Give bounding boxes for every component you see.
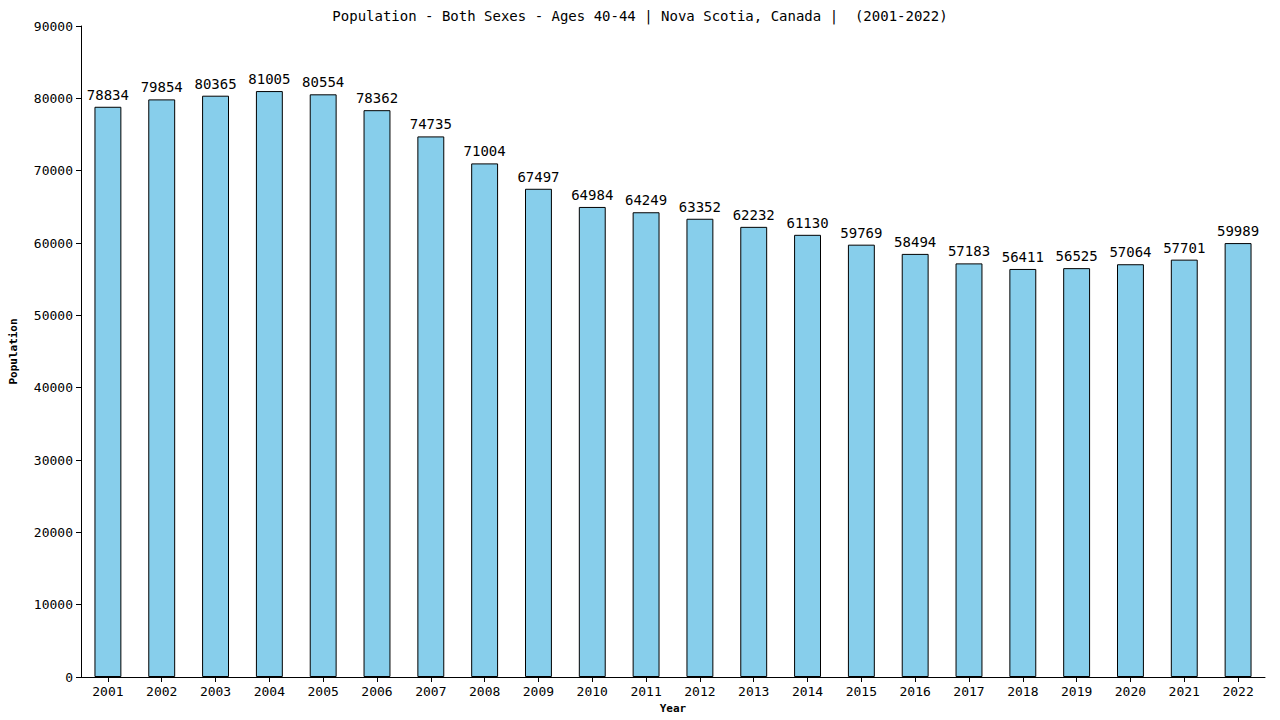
svg-text:2011: 2011 xyxy=(630,684,661,699)
svg-text:81005: 81005 xyxy=(248,71,290,87)
svg-text:70000: 70000 xyxy=(34,163,73,178)
svg-text:80365: 80365 xyxy=(194,76,236,92)
svg-text:60000: 60000 xyxy=(34,236,73,251)
svg-text:Population: Population xyxy=(7,318,20,384)
svg-text:2004: 2004 xyxy=(254,684,285,699)
svg-text:79854: 79854 xyxy=(141,79,183,95)
svg-text:Year: Year xyxy=(660,702,687,715)
svg-text:2002: 2002 xyxy=(146,684,177,699)
svg-text:Population - Both Sexes - Ages: Population - Both Sexes - Ages 40-44 | N… xyxy=(332,8,947,25)
svg-text:64984: 64984 xyxy=(571,187,613,203)
svg-text:57701: 57701 xyxy=(1163,240,1205,256)
svg-text:40000: 40000 xyxy=(34,380,73,395)
svg-text:78834: 78834 xyxy=(87,87,129,103)
svg-text:2006: 2006 xyxy=(361,684,392,699)
svg-text:71004: 71004 xyxy=(464,143,506,159)
svg-text:2013: 2013 xyxy=(738,684,769,699)
svg-text:50000: 50000 xyxy=(34,308,73,323)
svg-text:2005: 2005 xyxy=(308,684,339,699)
svg-text:2016: 2016 xyxy=(900,684,931,699)
svg-text:2012: 2012 xyxy=(684,684,715,699)
svg-text:80554: 80554 xyxy=(302,74,344,90)
svg-text:57064: 57064 xyxy=(1109,244,1151,260)
svg-text:63352: 63352 xyxy=(679,199,721,215)
svg-text:30000: 30000 xyxy=(34,453,73,468)
svg-text:2022: 2022 xyxy=(1222,684,1253,699)
svg-text:61130: 61130 xyxy=(786,215,828,231)
svg-text:2019: 2019 xyxy=(1061,684,1092,699)
svg-text:20000: 20000 xyxy=(34,525,73,540)
svg-text:2020: 2020 xyxy=(1115,684,1146,699)
svg-text:2003: 2003 xyxy=(200,684,231,699)
svg-text:2021: 2021 xyxy=(1169,684,1200,699)
svg-text:59769: 59769 xyxy=(840,225,882,241)
svg-text:2014: 2014 xyxy=(792,684,823,699)
svg-text:78362: 78362 xyxy=(356,90,398,106)
svg-text:57183: 57183 xyxy=(948,243,990,259)
svg-text:59989: 59989 xyxy=(1217,223,1259,239)
svg-text:2009: 2009 xyxy=(523,684,554,699)
svg-text:2015: 2015 xyxy=(846,684,877,699)
svg-text:80000: 80000 xyxy=(34,91,73,106)
svg-text:56525: 56525 xyxy=(1056,248,1098,264)
svg-text:2007: 2007 xyxy=(415,684,446,699)
svg-text:67497: 67497 xyxy=(517,169,559,185)
svg-text:58494: 58494 xyxy=(894,234,936,250)
svg-text:74735: 74735 xyxy=(410,116,452,132)
svg-text:64249: 64249 xyxy=(625,192,667,208)
svg-text:2010: 2010 xyxy=(577,684,608,699)
svg-text:2008: 2008 xyxy=(469,684,500,699)
svg-text:10000: 10000 xyxy=(34,597,73,612)
svg-text:2001: 2001 xyxy=(92,684,123,699)
svg-text:2018: 2018 xyxy=(1007,684,1038,699)
svg-text:0: 0 xyxy=(65,670,73,685)
svg-text:56411: 56411 xyxy=(1002,249,1044,265)
svg-text:2017: 2017 xyxy=(953,684,984,699)
svg-text:62232: 62232 xyxy=(733,207,775,223)
svg-text:90000: 90000 xyxy=(34,19,73,34)
